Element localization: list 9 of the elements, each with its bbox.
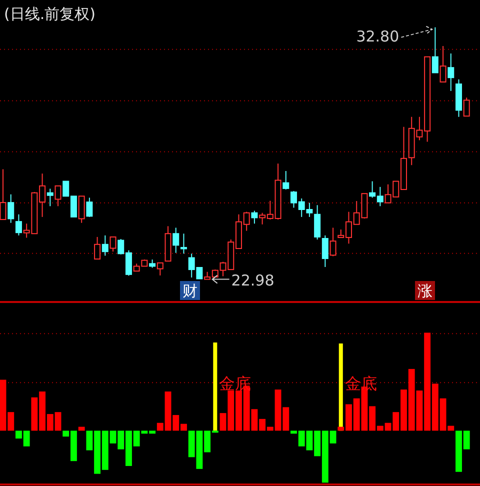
annotation: 金底 — [219, 374, 252, 393]
tag: 涨 — [415, 281, 435, 300]
annotation: 金底 — [344, 374, 377, 393]
tag: 财 — [180, 281, 200, 300]
bar — [78, 426, 85, 431]
annotation: 22.98 — [231, 271, 274, 290]
bar — [213, 342, 218, 431]
annotation: 32.80 — [356, 27, 400, 46]
chart-title: (日线.前复权) — [4, 5, 96, 23]
